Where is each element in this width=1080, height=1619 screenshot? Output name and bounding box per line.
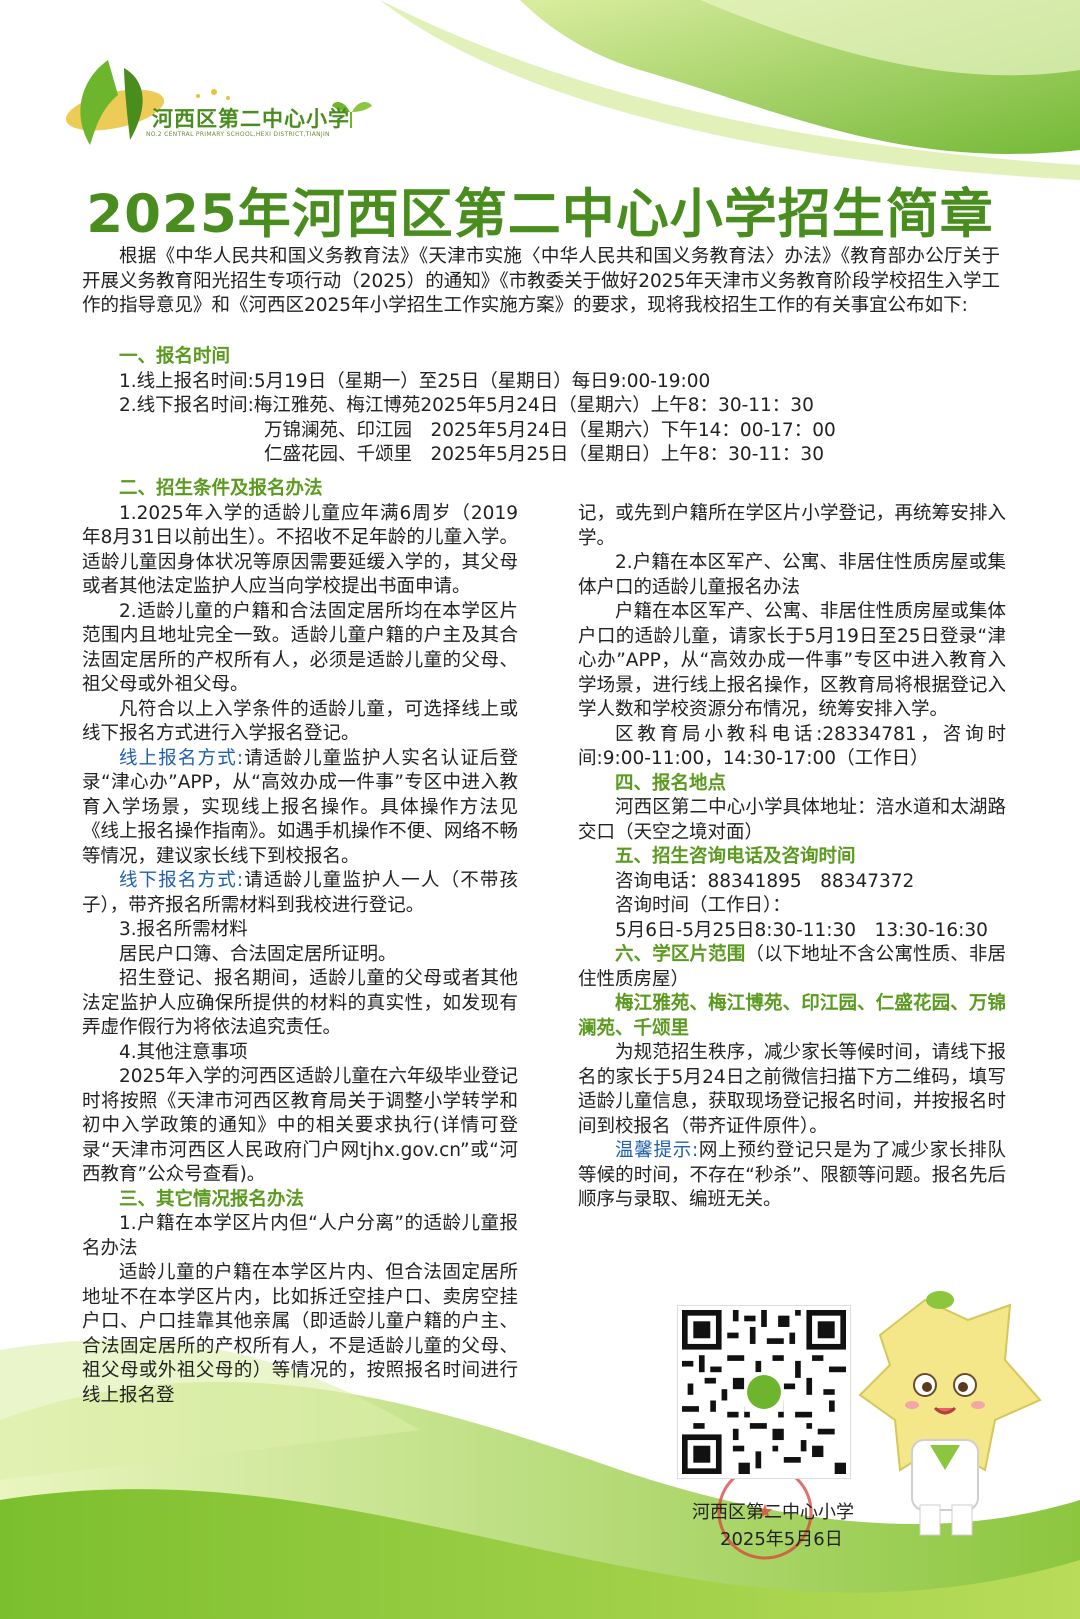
online-registration-method: 线上报名方式:请适龄儿童监护人实名认证后登录“津心办”APP，从“高效办成一件事…	[82, 747, 518, 870]
mascot-illustration	[858, 1291, 1042, 1536]
consult-time: 5月6日-5月25日8:30-11:30 13:30-16:30	[615, 919, 988, 941]
intro-paragraph: 根据《中华人民共和国义务教育法》《天津市实施〈中华人民共和国义务教育法〉办法》《…	[82, 246, 1000, 316]
offline-time-row-1: 梅江雅苑、梅江博苑2025年5月24日（星期六）上午8：30-11：30	[253, 395, 814, 416]
section3-paragraph-1: 适龄儿童的户籍在本学区片内、但合法固定居所地址不在本学区片内，比如拆迁空挂户口、…	[82, 1262, 518, 1406]
condition-paragraph-1: 1.2025年入学的适龄儿童应年满6周岁（2019年8月31日以前出生）。不招收…	[82, 502, 518, 598]
offline-time-label: 2.线下报名时间:	[119, 395, 254, 416]
online-time-line: 1.线上报名时间:5月19日（星期一）至25日（星期日）每日9:00-19:00	[119, 370, 711, 392]
section2-heading: 二、招生条件及报名办法	[119, 478, 323, 499]
footer-school-name: 河西区第二中心小学	[692, 1502, 854, 1523]
section3-paragraph-1-continued: 记，或先到户籍所在学区片小学登记，再统筹安排入学。	[578, 503, 1006, 549]
footer-date: 2025年5月6日	[720, 1529, 843, 1550]
online-method-text: 请适龄儿童监护人实名认证后登录“津心办”APP，从“高效办成一件事”专区中进入教…	[82, 747, 518, 867]
school-logo-subtitle: NO.2 CENTRAL PRIMARY SCHOOL,HEXI DISTRIC…	[146, 131, 330, 138]
condition-paragraph-3: 凡符合以上入学条件的适龄儿童，可选择线上或线下报名方式进行入学报名登记。	[82, 698, 518, 745]
right-column: 记，或先到户籍所在学区片小学登记，再统筹安排入学。 2.户籍在本区军产、公寓、非…	[578, 502, 1006, 1213]
offline-time-line: 2.线下报名时间:梅江雅苑、梅江博苑2025年5月24日（星期六）上午8：30-…	[82, 394, 1000, 419]
consult-time-label: 咨询时间（工作日）：	[615, 895, 791, 916]
section3-item-2: 2.户籍在本区军产、公寓、非居住性质房屋或集体户口的适龄儿童报名办法	[578, 552, 1006, 598]
page-title: 2025年河西区第二中心小学招生简章	[86, 184, 994, 245]
left-column: 二、招生条件及报名办法 1.2025年入学的适龄儿童应年满6周岁（2019年8月…	[82, 477, 518, 1408]
warm-tip-label: 温馨提示:	[615, 1140, 699, 1161]
section3-heading: 三、其它情况报名办法	[119, 1188, 305, 1210]
section4-heading: 四、报名地点	[615, 772, 727, 794]
materials-text: 居民户口簿、合法固定居所证明。	[119, 943, 397, 965]
materials-heading: 3.报名所需材料	[119, 919, 248, 940]
online-method-label: 线上报名方式:	[119, 747, 244, 769]
condition-paragraph-2: 2.适龄儿童的户籍和合法固定居所均在本学区片范围内且地址完全一致。适龄儿童户籍的…	[82, 600, 518, 696]
section6-note: （以下地址不含公寓性质、非居住性质房屋）	[578, 944, 1006, 990]
offline-method-label: 线下报名方式:	[119, 870, 244, 891]
offline-time-row-3: 仁盛花园、千颂里 2025年5月25日（星期日）上午8：30-11：30	[264, 444, 824, 465]
warm-tip: 温馨提示:网上预约登记只是为了减少家长排队等候的时间，不存在“秒杀”、限额等问题…	[578, 1139, 1006, 1213]
section-registration-time: 一、报名时间 1.线上报名时间:5月19日（星期一）至25日（星期日）每日9:0…	[82, 345, 1000, 468]
svg-text:★: ★	[756, 1499, 774, 1523]
section3-item-1: 1.户籍在本学区片内但“人户分离”的适龄儿童报名办法	[82, 1213, 518, 1259]
school-district-areas: 梅江雅苑、梅江博苑、印江园、仁盛花园、万锦澜苑、千颂里	[578, 993, 1006, 1039]
section5-heading: 五、招生咨询电话及咨询时间	[615, 846, 856, 867]
intro-section: 根据《中华人民共和国义务教育法》《天津市实施〈中华人民共和国义务教育法〉办法》《…	[82, 245, 1000, 319]
other-notes-paragraph: 2025年入学的河西区适龄儿童在六年级毕业登记时将按照《天津市河西区教育局关于调…	[82, 1066, 518, 1185]
qr-instruction-paragraph: 为规范招生秩序，减少家长等候时间，请线下报名的家长于5月24日之前微信扫描下方二…	[578, 1042, 1006, 1137]
offline-registration-method: 线下报名方式:请适龄儿童监护人一人（不带孩子），带齐报名所需材料到我校进行登记。	[82, 869, 518, 918]
section3-paragraph-2: 户籍在本区军产、公寓、非居住性质房屋或集体户口的适龄儿童，请家长于5月19日至2…	[578, 601, 1006, 720]
qr-code[interactable]	[678, 1306, 850, 1478]
school-logo-name: 河西区第二中心小学	[152, 107, 350, 131]
school-address: 河西区第二中心小学具体地址：涪水道和太湖路交口（天空之境对面）	[578, 797, 1006, 843]
authenticity-paragraph: 招生登记、报名期间，适龄儿童的父母或者其他法定监护人应确保所提供的材料的真实性，…	[82, 968, 518, 1038]
education-bureau-contact: 区教育局小教科电话:28334781，咨询时间:9:00-11:00，14:30…	[578, 723, 1006, 770]
consult-phone: 咨询电话：88341895 88347372	[615, 870, 915, 892]
section6-heading-line: 六、学区片范围（以下地址不含公寓性质、非居住性质房屋）	[578, 943, 1006, 992]
offline-time-row-2: 万锦澜苑、印江园 2025年5月24日（星期六）下午14：00-17：00	[264, 419, 836, 441]
offline-method-text: 请适龄儿童监护人一人（不带孩子），带齐报名所需材料到我校进行登记。	[82, 870, 518, 916]
section1-heading: 一、报名时间	[119, 346, 231, 367]
warm-tip-text: 网上预约登记只是为了减少家长排队等候的时间，不存在“秒杀”、限额等问题。报名先后…	[578, 1140, 1006, 1210]
other-notes-heading: 4.其他注意事项	[119, 1041, 248, 1063]
section6-heading: 六、学区片范围	[615, 944, 746, 965]
